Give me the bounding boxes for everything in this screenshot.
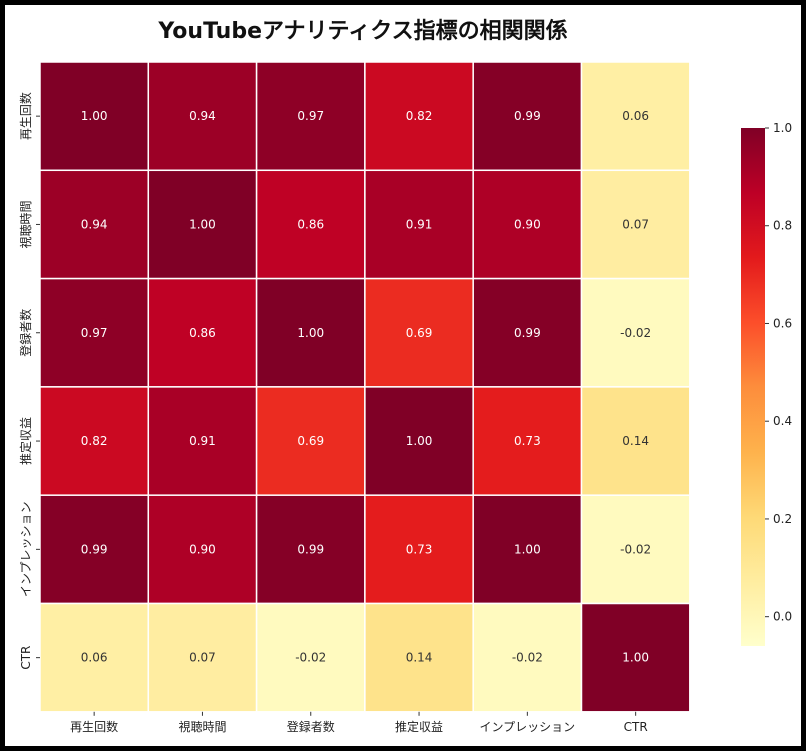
- colorbar-tick-label: 1.0: [773, 121, 792, 135]
- cell-value-label: 0.99: [297, 542, 324, 556]
- cell-value-label: 0.06: [81, 651, 108, 665]
- heatmap-cell: [472, 494, 583, 605]
- heatmap-cell: [580, 494, 691, 605]
- colorbar-tick-label: 0.6: [773, 316, 792, 330]
- heatmap-cell: [147, 61, 258, 172]
- heatmap-cells: [39, 61, 691, 713]
- heatmap-cell: [580, 386, 691, 496]
- x-tick-label: インプレッション: [480, 720, 576, 734]
- cell-value-label: 0.86: [189, 326, 216, 340]
- cell-value-label: 0.90: [514, 217, 541, 231]
- cell-value-label: 0.73: [406, 542, 433, 556]
- y-tick-label: CTR: [19, 646, 33, 670]
- colorbar: 0.0 0.2 0.4 0.6 0.8 1.0: [741, 121, 792, 646]
- heatmap-cell: [472, 386, 583, 496]
- colorbar-tick-label: 0.4: [773, 414, 792, 428]
- heatmap-cell: [580, 602, 691, 713]
- heatmap-cell: [364, 277, 474, 388]
- colorbar-gradient: [741, 128, 765, 646]
- heatmap-cell: [472, 602, 583, 713]
- cell-value-label: -0.02: [620, 326, 651, 340]
- x-tick-label: 視聴時間: [178, 719, 226, 734]
- cell-value-label: 0.99: [81, 542, 108, 556]
- heatmap-cell: [147, 386, 258, 496]
- heatmap-cell: [364, 169, 474, 280]
- x-axis: 再生回数 視聴時間 登録者数 推定収益 インプレッション CTR: [70, 711, 648, 734]
- cell-value-label: 0.69: [406, 326, 433, 340]
- cell-value-label: 0.99: [514, 326, 541, 340]
- cell-value-label: 1.00: [189, 217, 216, 231]
- cell-value-label: 0.91: [189, 434, 216, 448]
- heatmap-cell-labels: 1.00 0.94 0.97 0.82 0.99 0.06 0.94 1.00 0.86 0.91…: [81, 109, 651, 665]
- x-tick-label: 登録者数: [287, 719, 335, 734]
- cell-value-label: 0.14: [406, 651, 433, 665]
- cell-value-label: 0.82: [406, 109, 433, 123]
- x-tick-label: 推定収益: [395, 719, 443, 734]
- heatmap-cell: [364, 61, 474, 172]
- heatmap-cell: [364, 386, 474, 496]
- heatmap-cell: [39, 602, 150, 713]
- heatmap-cell: [364, 494, 474, 605]
- cell-value-label: 1.00: [297, 326, 324, 340]
- cell-value-label: 0.94: [81, 217, 108, 231]
- cell-value-label: 0.07: [622, 217, 649, 231]
- chart-title: YouTubeアナリティクス指標の相関関係: [157, 19, 567, 44]
- cell-value-label: 0.99: [514, 109, 541, 123]
- y-tick-label: 再生回数: [18, 92, 33, 140]
- cell-value-label: 0.73: [514, 434, 541, 448]
- heatmap-cell: [580, 169, 691, 280]
- cell-value-label: 0.07: [189, 651, 216, 665]
- cell-value-label: 1.00: [406, 434, 433, 448]
- cell-value-label: 0.91: [406, 217, 433, 231]
- cell-value-label: 0.97: [81, 326, 108, 340]
- heatmap-cell: [580, 61, 691, 172]
- cell-value-label: 0.86: [297, 217, 324, 231]
- y-tick-label: インプレッション: [19, 502, 33, 598]
- heatmap-cell: [255, 494, 366, 605]
- cell-value-label: 1.00: [622, 651, 649, 665]
- heatmap-cell: [39, 386, 150, 496]
- heatmap-cell: [580, 277, 691, 388]
- heatmap-chart: YouTubeアナリティクス指標の相関関係 1.00 0.94 0.97 0.82 0.…: [18, 19, 792, 734]
- heatmap-cell: [255, 386, 366, 496]
- cell-value-label: 1.00: [81, 109, 108, 123]
- cell-value-label: -0.02: [512, 651, 543, 665]
- cell-value-label: 0.06: [622, 109, 649, 123]
- cell-value-label: 0.69: [297, 434, 324, 448]
- heatmap-cell: [147, 169, 258, 280]
- colorbar-tick-label: 0.0: [773, 610, 792, 624]
- cell-value-label: 1.00: [514, 542, 541, 556]
- cell-value-label: 0.90: [189, 542, 216, 556]
- cell-value-label: 0.14: [622, 434, 649, 448]
- x-tick-label: CTR: [624, 720, 648, 734]
- cell-value-label: 0.82: [81, 434, 108, 448]
- heatmap-cell: [147, 277, 258, 388]
- y-tick-label: 視聴時間: [18, 200, 33, 248]
- heatmap-cell: [39, 494, 150, 605]
- heatmap-cell: [255, 61, 366, 172]
- cell-value-label: 0.94: [189, 109, 216, 123]
- chart-panel: YouTubeアナリティクス指標の相関関係 1.00 0.94 0.97 0.82 0.…: [5, 5, 801, 746]
- colorbar-tick-label: 0.2: [773, 512, 792, 526]
- y-tick-label: 登録者数: [18, 309, 33, 357]
- heatmap-cell: [39, 61, 150, 172]
- x-tick-label: 再生回数: [70, 719, 118, 734]
- cell-value-label: -0.02: [295, 651, 326, 665]
- cell-value-label: 0.97: [297, 109, 324, 123]
- cell-value-label: -0.02: [620, 542, 651, 556]
- y-tick-label: 推定収益: [18, 417, 33, 465]
- heatmap-cell: [472, 277, 583, 388]
- colorbar-tick-label: 0.8: [773, 219, 792, 233]
